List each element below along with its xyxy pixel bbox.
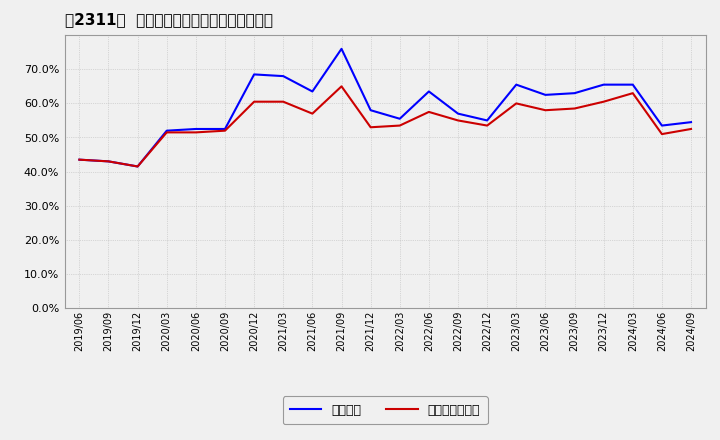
固定長期適合率 bbox=[366, 125, 375, 130]
固定比率 bbox=[337, 46, 346, 51]
固定比率 bbox=[599, 82, 608, 87]
固定長期適合率 bbox=[629, 91, 637, 96]
固定比率 bbox=[454, 111, 462, 116]
固定長期適合率 bbox=[337, 84, 346, 89]
固定長期適合率 bbox=[308, 111, 317, 116]
固定長期適合率 bbox=[133, 164, 142, 169]
固定長期適合率 bbox=[425, 109, 433, 114]
固定長期適合率 bbox=[687, 126, 696, 132]
固定長期適合率 bbox=[395, 123, 404, 128]
固定比率 bbox=[570, 91, 579, 96]
固定長期適合率 bbox=[163, 130, 171, 135]
固定長期適合率 bbox=[454, 118, 462, 123]
固定比率 bbox=[366, 107, 375, 113]
固定長期適合率 bbox=[192, 130, 200, 135]
固定比率 bbox=[512, 82, 521, 87]
固定比率 bbox=[629, 82, 637, 87]
固定長期適合率 bbox=[250, 99, 258, 104]
固定比率 bbox=[425, 89, 433, 94]
固定比率 bbox=[308, 89, 317, 94]
固定長期適合率 bbox=[104, 159, 113, 164]
固定比率 bbox=[279, 73, 287, 79]
固定比率 bbox=[133, 164, 142, 169]
Line: 固定長期適合率: 固定長期適合率 bbox=[79, 86, 691, 166]
固定比率 bbox=[483, 118, 492, 123]
固定比率 bbox=[220, 126, 229, 132]
固定比率 bbox=[395, 116, 404, 121]
Line: 固定比率: 固定比率 bbox=[79, 49, 691, 166]
固定比率 bbox=[104, 159, 113, 164]
固定比率 bbox=[192, 126, 200, 132]
固定比率 bbox=[75, 157, 84, 162]
固定長期適合率 bbox=[657, 132, 666, 137]
固定比率 bbox=[250, 72, 258, 77]
固定比率 bbox=[163, 128, 171, 133]
固定長期適合率 bbox=[599, 99, 608, 104]
固定長期適合率 bbox=[220, 128, 229, 133]
固定長期適合率 bbox=[75, 157, 84, 162]
固定長期適合率 bbox=[512, 101, 521, 106]
Legend: 固定比率, 固定長期適合率: 固定比率, 固定長期適合率 bbox=[283, 396, 487, 424]
固定長期適合率 bbox=[483, 123, 492, 128]
Text: 【2311】  固定比率、固定長期適合率の推移: 【2311】 固定比率、固定長期適合率の推移 bbox=[65, 12, 273, 27]
固定長期適合率 bbox=[570, 106, 579, 111]
固定長期適合率 bbox=[279, 99, 287, 104]
固定比率 bbox=[541, 92, 550, 98]
固定比率 bbox=[657, 123, 666, 128]
固定比率 bbox=[687, 120, 696, 125]
固定長期適合率 bbox=[541, 107, 550, 113]
